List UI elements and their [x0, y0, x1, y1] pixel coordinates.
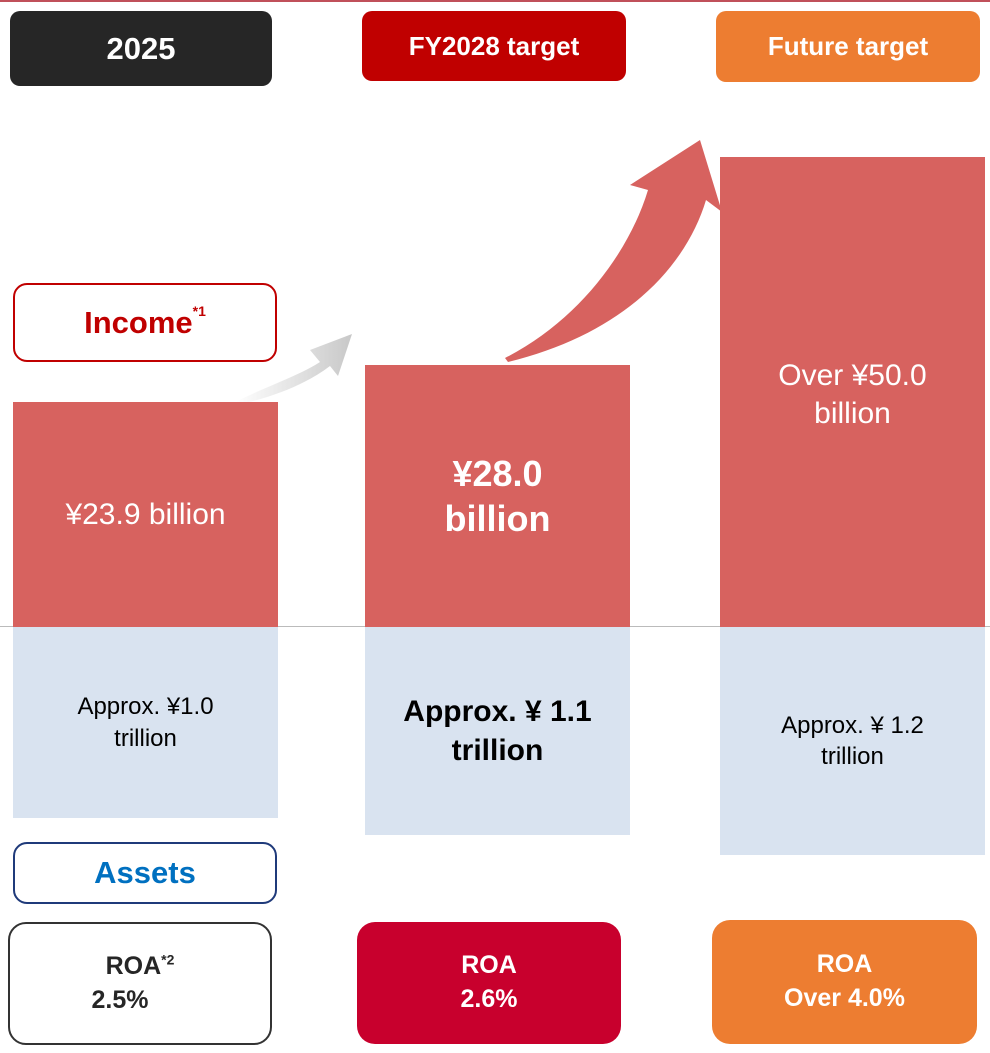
heading: 2025 [10, 11, 272, 86]
income-bar: ¥23.9 billion [13, 402, 278, 627]
roa-label: ROA [461, 951, 517, 980]
roa-value: 2.5% [91, 985, 149, 1014]
income-bar: Over ¥50.0 billion [720, 157, 985, 627]
roa-box: ROA 2.6% [357, 922, 621, 1044]
income-legend: Income *1 [13, 283, 277, 362]
footnote-mark: *2 [161, 951, 175, 968]
heading: FY2028 target [362, 11, 626, 81]
assets-box: Approx. ¥1.0 trillion [13, 627, 278, 818]
income-label: Income [84, 304, 193, 340]
roa-label: ROA [105, 951, 162, 980]
footnote-mark: *1 [192, 303, 206, 319]
roa-box: ROA Over 4.0% [712, 920, 977, 1044]
assets-box: Approx. ¥ 1.2 trillion [720, 627, 985, 855]
heading: Future target [716, 11, 980, 82]
income-bar: ¥28.0 billion [365, 365, 630, 627]
roa-title: ROA*2 [106, 950, 175, 984]
roa-box: ROA*2 2.5% [8, 922, 272, 1045]
growth-arrow [505, 140, 722, 362]
growth-arrow [235, 334, 352, 404]
top-rule [0, 0, 990, 2]
roa-value: 2.6% [460, 985, 518, 1013]
roa-value: Over 4.0% [784, 984, 905, 1012]
assets-legend: Assets [13, 842, 277, 904]
roa-label: ROA [816, 950, 873, 979]
assets-box: Approx. ¥ 1.1 trillion [365, 627, 630, 835]
